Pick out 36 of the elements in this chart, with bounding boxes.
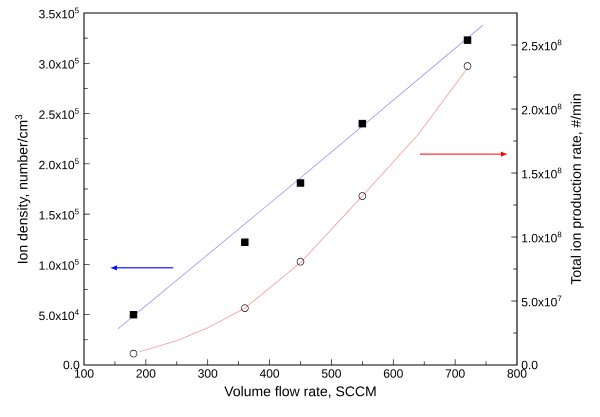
x-axis-title: Volume flow rate, SCCM bbox=[224, 386, 376, 398]
y2-axis-title: Total ion production rate, #/min bbox=[570, 94, 584, 284]
y2-tick-label: 1.5x10$^{8}$ bbox=[522, 168, 562, 178]
y2-tick-label: 2.0x10$^{8}$ bbox=[522, 104, 562, 114]
x-tick-label: 200 bbox=[136, 369, 156, 378]
point bbox=[241, 238, 249, 246]
x-tick-label: 300 bbox=[198, 369, 218, 378]
y-tick-label: 3.0x10$^{5}$ bbox=[39, 58, 79, 69]
point bbox=[130, 350, 138, 358]
point bbox=[464, 36, 472, 44]
y2-tick-label: 0.0 bbox=[522, 360, 538, 370]
y-tick-label: 2.5x10$^{5}$ bbox=[39, 108, 79, 119]
y-axis-title: Ion density, number/cm$^{3}$ bbox=[15, 114, 30, 263]
y2-tick-label: 2.5x10$^{8}$ bbox=[522, 40, 562, 50]
point bbox=[464, 62, 472, 70]
y-tick-label: 5.0x10$^{4}$ bbox=[39, 309, 79, 320]
x-tick-label: 400 bbox=[260, 369, 280, 378]
point bbox=[130, 310, 138, 318]
x-tick-label: 800 bbox=[508, 369, 527, 378]
y2-tick-label: 5.0x10$^{7}$ bbox=[522, 296, 562, 306]
x-tick-label: 100 bbox=[74, 369, 94, 378]
y-tick-label: 2.0x10$^{5}$ bbox=[39, 158, 79, 170]
y-tick-label: 0.0 bbox=[64, 360, 80, 370]
x-tick-label: 600 bbox=[384, 369, 403, 378]
point bbox=[241, 304, 249, 312]
point bbox=[358, 120, 366, 128]
y-tick-label: 1.5x10$^{5}$ bbox=[40, 208, 79, 220]
x-tick-label: 500 bbox=[322, 369, 341, 378]
y-tick-label: 1.0x10$^{5}$ bbox=[40, 259, 79, 270]
y2-tick-label: 1.0x10$^{8}$ bbox=[522, 232, 562, 242]
line-series bbox=[139, 68, 468, 352]
point bbox=[296, 179, 304, 187]
point bbox=[358, 192, 366, 200]
y-tick-label: 3.5x10$^{5}$ bbox=[39, 8, 79, 18]
point bbox=[296, 258, 304, 266]
x-tick-label: 700 bbox=[446, 369, 465, 378]
